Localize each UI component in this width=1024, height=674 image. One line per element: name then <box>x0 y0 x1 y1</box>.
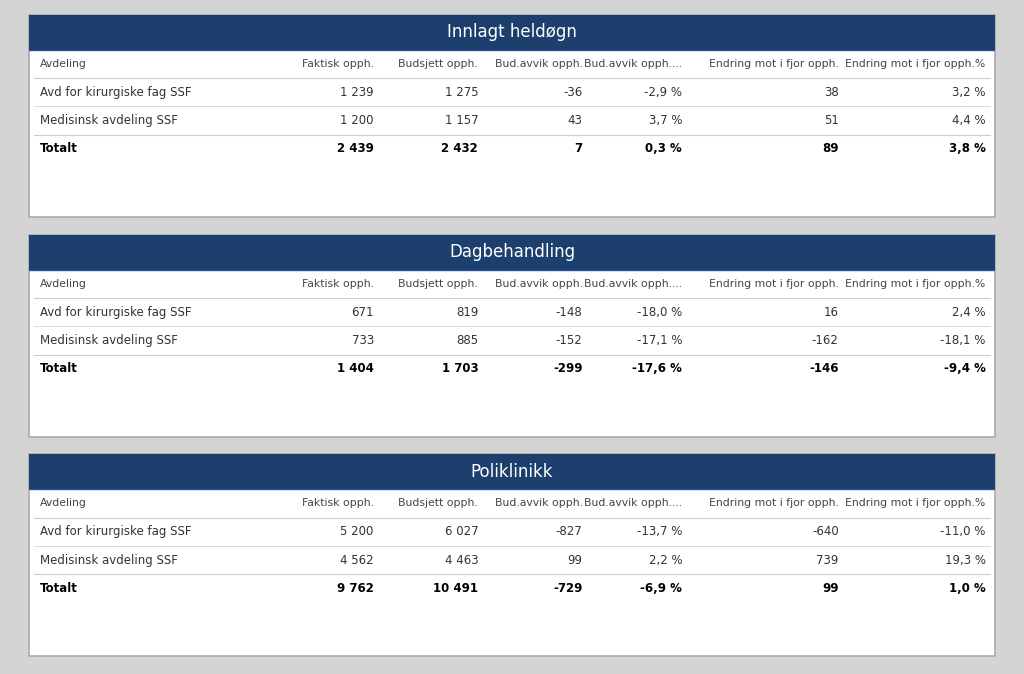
Text: -162: -162 <box>812 334 839 347</box>
Bar <box>29 15 995 50</box>
Text: Faktisk opph.: Faktisk opph. <box>302 59 374 69</box>
Text: Faktisk opph.: Faktisk opph. <box>302 279 374 288</box>
Text: 3,7 %: 3,7 % <box>648 114 682 127</box>
Text: -18,1 %: -18,1 % <box>940 334 986 347</box>
Text: 99: 99 <box>567 553 583 567</box>
Text: Endring mot i fjor opph.%: Endring mot i fjor opph.% <box>846 279 986 288</box>
Text: Endring mot i fjor opph.%: Endring mot i fjor opph.% <box>846 499 986 508</box>
Text: 2 439: 2 439 <box>337 142 374 156</box>
Text: Avd for kirurgiske fag SSF: Avd for kirurgiske fag SSF <box>40 525 191 539</box>
Text: 4,4 %: 4,4 % <box>952 114 986 127</box>
Text: 3,2 %: 3,2 % <box>952 86 986 99</box>
Text: -6,9 %: -6,9 % <box>640 582 682 595</box>
Text: Faktisk opph.: Faktisk opph. <box>302 499 374 508</box>
Bar <box>29 454 995 489</box>
Text: 9 762: 9 762 <box>337 582 374 595</box>
Text: Dagbehandling: Dagbehandling <box>449 243 575 261</box>
Text: 1 703: 1 703 <box>441 362 478 375</box>
Text: -36: -36 <box>563 86 583 99</box>
Text: Budsjett opph.: Budsjett opph. <box>398 279 478 288</box>
Text: 1,0 %: 1,0 % <box>949 582 986 595</box>
Text: 10 491: 10 491 <box>433 582 478 595</box>
Text: 2,2 %: 2,2 % <box>648 553 682 567</box>
Text: Bud.avvik opph....: Bud.avvik opph.... <box>584 499 682 508</box>
Text: 89: 89 <box>822 142 839 156</box>
Text: Totalt: Totalt <box>40 582 78 595</box>
Text: -18,0 %: -18,0 % <box>637 305 682 319</box>
Text: Endring mot i fjor opph.%: Endring mot i fjor opph.% <box>846 59 986 69</box>
Text: -146: -146 <box>809 362 839 375</box>
Text: 51: 51 <box>824 114 839 127</box>
Text: 733: 733 <box>351 334 374 347</box>
Text: 1 157: 1 157 <box>444 114 478 127</box>
Text: 5 200: 5 200 <box>340 525 374 539</box>
Text: 7: 7 <box>574 142 583 156</box>
Text: -640: -640 <box>812 525 839 539</box>
Text: Medisinsk avdeling SSF: Medisinsk avdeling SSF <box>40 553 178 567</box>
Text: Totalt: Totalt <box>40 142 78 156</box>
Text: Endring mot i fjor opph.: Endring mot i fjor opph. <box>709 59 839 69</box>
Text: -13,7 %: -13,7 % <box>637 525 682 539</box>
Text: 1 275: 1 275 <box>444 86 478 99</box>
Text: Budsjett opph.: Budsjett opph. <box>398 499 478 508</box>
Text: Avdeling: Avdeling <box>40 59 87 69</box>
Text: 4 562: 4 562 <box>340 553 374 567</box>
Text: Bud.avvik opph.: Bud.avvik opph. <box>495 499 583 508</box>
Text: Avd for kirurgiske fag SSF: Avd for kirurgiske fag SSF <box>40 86 191 99</box>
Text: Poliklinikk: Poliklinikk <box>471 463 553 481</box>
Text: 885: 885 <box>456 334 478 347</box>
Text: 2 432: 2 432 <box>441 142 478 156</box>
Text: Bud.avvik opph.: Bud.avvik opph. <box>495 279 583 288</box>
Text: Avdeling: Avdeling <box>40 279 87 288</box>
Text: Bud.avvik opph....: Bud.avvik opph.... <box>584 59 682 69</box>
Text: -11,0 %: -11,0 % <box>940 525 986 539</box>
Text: 1 239: 1 239 <box>340 86 374 99</box>
Text: -827: -827 <box>556 525 583 539</box>
Text: -729: -729 <box>553 582 583 595</box>
Text: 3,8 %: 3,8 % <box>949 142 986 156</box>
Text: Endring mot i fjor opph.: Endring mot i fjor opph. <box>709 279 839 288</box>
Text: 19,3 %: 19,3 % <box>945 553 986 567</box>
Text: -17,6 %: -17,6 % <box>632 362 682 375</box>
Text: 671: 671 <box>351 305 374 319</box>
Text: 99: 99 <box>822 582 839 595</box>
Text: -152: -152 <box>556 334 583 347</box>
Text: Totalt: Totalt <box>40 362 78 375</box>
Text: 739: 739 <box>816 553 839 567</box>
Bar <box>29 235 995 270</box>
Text: 0,3 %: 0,3 % <box>645 142 682 156</box>
Text: Medisinsk avdeling SSF: Medisinsk avdeling SSF <box>40 334 178 347</box>
Text: -148: -148 <box>556 305 583 319</box>
Text: Innlagt heldøgn: Innlagt heldøgn <box>447 24 577 41</box>
Text: 1 404: 1 404 <box>337 362 374 375</box>
Text: 6 027: 6 027 <box>444 525 478 539</box>
Text: Avdeling: Avdeling <box>40 499 87 508</box>
Text: Avd for kirurgiske fag SSF: Avd for kirurgiske fag SSF <box>40 305 191 319</box>
Text: 2,4 %: 2,4 % <box>952 305 986 319</box>
Text: Bud.avvik opph.: Bud.avvik opph. <box>495 59 583 69</box>
Text: -299: -299 <box>553 362 583 375</box>
Text: 43: 43 <box>567 114 583 127</box>
Text: -9,4 %: -9,4 % <box>944 362 986 375</box>
Text: 38: 38 <box>824 86 839 99</box>
Text: 16: 16 <box>823 305 839 319</box>
Text: -2,9 %: -2,9 % <box>644 86 682 99</box>
Text: 819: 819 <box>456 305 478 319</box>
Text: -17,1 %: -17,1 % <box>637 334 682 347</box>
Text: Endring mot i fjor opph.: Endring mot i fjor opph. <box>709 499 839 508</box>
Text: Budsjett opph.: Budsjett opph. <box>398 59 478 69</box>
Text: Bud.avvik opph....: Bud.avvik opph.... <box>584 279 682 288</box>
Text: 1 200: 1 200 <box>340 114 374 127</box>
Text: Medisinsk avdeling SSF: Medisinsk avdeling SSF <box>40 114 178 127</box>
Text: 4 463: 4 463 <box>444 553 478 567</box>
